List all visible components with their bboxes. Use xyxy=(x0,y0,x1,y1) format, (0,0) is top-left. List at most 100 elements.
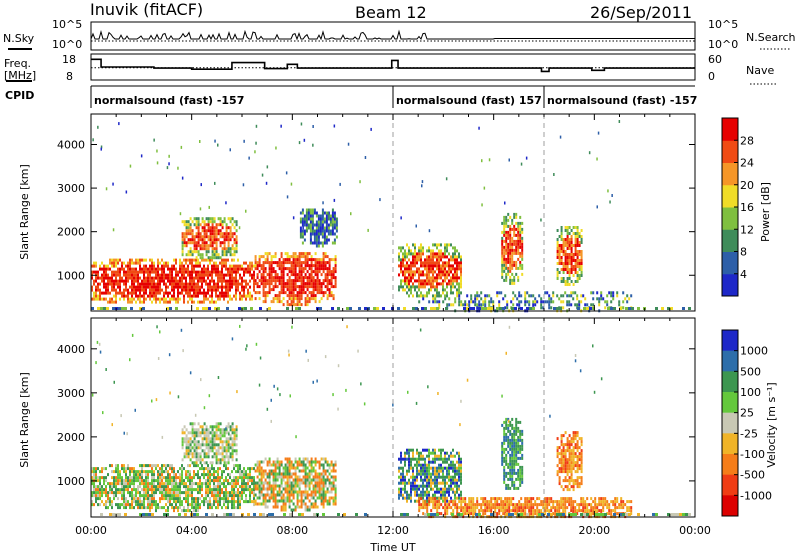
echo-cell xyxy=(111,488,113,491)
echo-cell xyxy=(207,500,209,503)
echo-cell xyxy=(129,298,131,301)
echo-cell xyxy=(300,221,302,224)
echo-cell xyxy=(430,461,432,464)
echo-cell xyxy=(273,297,275,300)
echo-cell xyxy=(199,292,201,295)
echo-cell xyxy=(416,291,418,294)
echo-cell xyxy=(211,488,213,491)
echo-cell xyxy=(297,497,299,500)
echo-cell xyxy=(265,258,267,261)
echo-cell xyxy=(295,282,297,285)
echo-cell xyxy=(275,479,277,482)
echo-cell xyxy=(119,271,121,274)
echo-cell xyxy=(329,291,331,294)
echo-cell xyxy=(408,464,410,467)
echo-cell xyxy=(567,232,569,235)
echo-cell xyxy=(129,262,131,265)
echo-cell xyxy=(147,479,149,482)
echo-cell xyxy=(226,223,228,226)
echo-cell xyxy=(199,503,201,506)
echo-cell xyxy=(161,268,163,271)
echo-cell xyxy=(559,253,561,256)
echo-cell xyxy=(203,298,205,301)
echo-cell xyxy=(293,291,295,294)
echo-cell xyxy=(408,246,410,249)
echo-cell xyxy=(612,291,614,294)
echo-cell xyxy=(404,476,406,479)
echo-cell xyxy=(299,267,301,270)
echo-cell xyxy=(319,307,322,310)
echo-cell xyxy=(217,144,219,147)
echo-cell xyxy=(121,262,123,265)
echo-cell xyxy=(184,425,186,428)
echo-cell xyxy=(422,485,424,488)
echo-cell xyxy=(450,267,452,270)
echo-cell xyxy=(315,473,317,476)
echo-cell xyxy=(214,182,216,185)
echo-cell xyxy=(416,261,418,264)
echo-cell xyxy=(193,509,195,512)
echo-cell xyxy=(430,285,432,288)
echo-cell xyxy=(145,488,147,491)
echo-cell xyxy=(177,497,179,500)
echo-cell xyxy=(103,265,105,268)
echo-cell xyxy=(317,288,319,291)
echo-cell xyxy=(442,267,444,270)
echo-cell xyxy=(319,482,321,485)
echo-cell xyxy=(95,289,97,292)
echo-cell xyxy=(444,297,446,300)
echo-cell xyxy=(333,482,335,485)
echo-cell xyxy=(209,295,211,298)
echo-cell xyxy=(400,285,402,288)
echo-cell xyxy=(209,488,211,491)
echo-cell xyxy=(121,295,123,298)
echo-cell xyxy=(139,268,141,271)
echo-cell xyxy=(314,224,316,227)
echo-cell xyxy=(125,500,127,503)
echo-cell xyxy=(228,443,230,446)
echo-cell xyxy=(281,506,283,509)
echo-cell xyxy=(200,443,202,446)
echo-cell xyxy=(468,300,470,303)
echo-cell xyxy=(271,470,273,473)
echo-cell xyxy=(376,307,379,310)
echo-cell xyxy=(428,470,430,473)
echo-cell xyxy=(412,243,414,246)
echo-cell xyxy=(135,497,137,500)
echo-cell xyxy=(218,256,220,259)
echo-cell xyxy=(165,286,167,289)
echo-cell xyxy=(232,217,234,220)
echo-cell xyxy=(151,464,153,467)
echo-cell xyxy=(155,292,157,295)
echo-cell xyxy=(185,271,187,274)
echo-cell xyxy=(333,285,335,288)
echo-cell xyxy=(169,494,171,497)
echo-cell xyxy=(293,273,295,276)
echo-cell xyxy=(299,464,301,467)
echo-cell xyxy=(203,497,205,500)
echo-cell xyxy=(326,224,328,227)
echo-cell xyxy=(277,276,279,279)
echo-cell xyxy=(198,232,200,235)
echo-cell xyxy=(211,298,213,301)
echo-cell xyxy=(183,268,185,271)
echo-cell xyxy=(304,230,306,233)
echo-cell xyxy=(269,264,271,267)
echo-cell xyxy=(239,470,241,473)
echo-cell xyxy=(165,470,167,473)
echo-cell xyxy=(234,443,236,446)
echo-cell xyxy=(243,488,245,491)
echo-cell xyxy=(149,500,151,503)
echo-cell xyxy=(109,491,111,494)
echo-cell xyxy=(204,229,206,232)
echo-cell xyxy=(119,298,121,301)
echo-cell xyxy=(243,473,245,476)
echo-cell xyxy=(307,258,309,261)
echo-cell xyxy=(177,509,179,512)
echo-cell xyxy=(563,253,565,256)
echo-cell xyxy=(155,485,157,488)
y-tick-label: 4000 xyxy=(57,139,85,152)
echo-cell xyxy=(400,488,402,491)
echo-cell xyxy=(299,294,301,297)
echo-cell xyxy=(109,283,111,286)
